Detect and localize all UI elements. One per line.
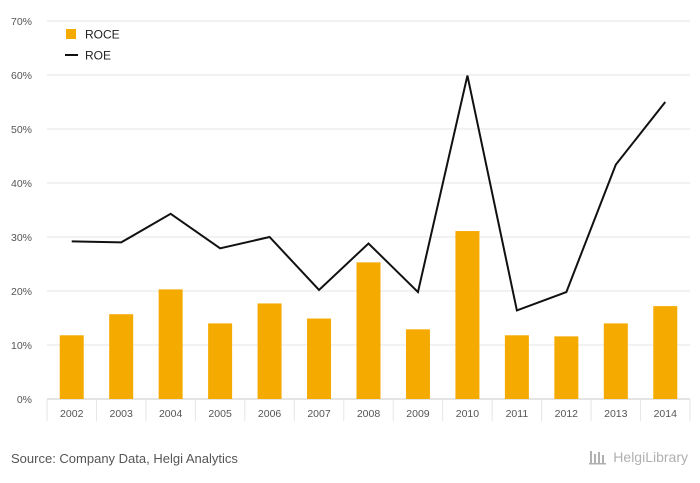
- x-tick-label: 2003: [110, 408, 134, 420]
- x-tick-label: 2012: [555, 408, 579, 420]
- x-tick-label: 2013: [604, 408, 628, 420]
- legend-roe-label: ROE: [85, 49, 111, 63]
- y-tick-label: 60%: [11, 70, 32, 82]
- roce-bars: [59, 231, 678, 399]
- roce-bar: [356, 262, 381, 399]
- legend-roce-swatch: [66, 29, 76, 39]
- roe-line-layer: [71, 75, 667, 312]
- roce-bar: [59, 335, 84, 399]
- roce-bar: [455, 231, 480, 399]
- x-tick-label: 2008: [357, 408, 381, 420]
- roce-bar: [208, 323, 233, 399]
- x-tick-label: 2009: [406, 408, 430, 420]
- x-tick-label: 2006: [258, 408, 282, 420]
- x-tick-label: 2010: [456, 408, 480, 420]
- roce-bar: [307, 318, 332, 399]
- grid-lines: [46, 20, 691, 421]
- roce-bar: [158, 289, 183, 399]
- roce-bar: [109, 314, 134, 399]
- x-tick-label: 2005: [208, 408, 232, 420]
- y-tick-label: 0%: [17, 394, 32, 406]
- helgi-library-logo: HelgiLibrary: [589, 449, 688, 465]
- roce-bar: [504, 335, 529, 399]
- library-columns-icon: [589, 451, 607, 465]
- source-note: Source: Company Data, Helgi Analytics: [11, 451, 238, 466]
- legend: ROCE ROE: [65, 28, 120, 63]
- roce-bar: [405, 329, 430, 399]
- x-tick-label: 2002: [60, 408, 84, 420]
- roce-bar: [257, 303, 282, 399]
- logo-text: HelgiLibrary: [613, 449, 688, 465]
- y-tick-label: 30%: [11, 232, 32, 244]
- y-tick-label: 40%: [11, 178, 32, 190]
- roce-bar: [554, 336, 579, 399]
- y-tick-label: 10%: [11, 340, 32, 352]
- roce-bar: [653, 306, 678, 399]
- x-axis-ticks: 2002 2003 2004 2005 2006 2007 2008 2009 2010 2011…: [60, 408, 677, 420]
- x-tick-label: 2004: [159, 408, 183, 420]
- roce-bar: [603, 323, 628, 399]
- legend-roce-label: ROCE: [85, 28, 120, 42]
- y-tick-label: 20%: [11, 286, 32, 298]
- x-tick-label: 2007: [307, 408, 331, 420]
- x-tick-label: 2014: [654, 408, 678, 420]
- y-tick-label: 50%: [11, 124, 32, 136]
- y-axis-ticks: 0% 10% 20% 30% 40% 50% 60% 70%: [11, 16, 32, 406]
- y-tick-label: 70%: [11, 16, 32, 28]
- x-tick-label: 2011: [506, 408, 529, 420]
- chart: 0% 10% 20% 30% 40% 50% 60% 70% 2002 2003 2004 2005…: [11, 16, 691, 421]
